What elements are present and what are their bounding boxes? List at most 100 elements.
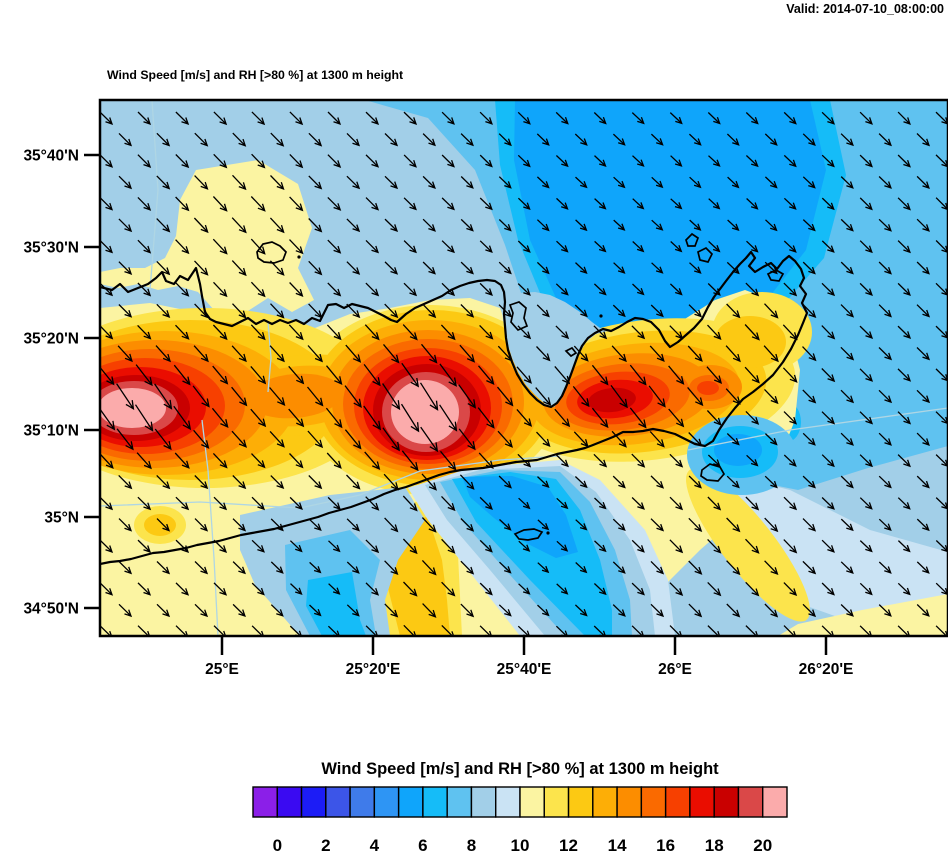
- field-region: [778, 594, 948, 636]
- wind-speed-field: [100, 100, 948, 636]
- wind-arrow: [250, 408, 267, 428]
- wind-arrow: [384, 261, 399, 275]
- wind-arrow: [859, 240, 873, 254]
- wind-arrow: [516, 408, 533, 427]
- wind-arrow: [574, 133, 588, 146]
- wind-arrow: [212, 238, 228, 255]
- wind-arrow: [536, 431, 551, 447]
- wind-arrow: [346, 561, 360, 574]
- colorbar-tick-label: 14: [608, 836, 627, 854]
- wind-arrow: [116, 383, 135, 411]
- wind-arrow: [517, 240, 531, 253]
- field-region: [100, 160, 314, 316]
- wind-arrow: [459, 344, 476, 363]
- wind-arrow: [688, 603, 703, 618]
- wind-arrow: [288, 408, 305, 428]
- wind-arrow: [401, 450, 419, 472]
- wind-arrow: [859, 454, 873, 468]
- wind-arrow: [346, 303, 361, 319]
- wind-arrow: [518, 583, 531, 595]
- wind-arrow: [556, 497, 569, 510]
- wind-arrow: [517, 283, 531, 296]
- wind-arrow: [840, 604, 854, 617]
- wind-arrow: [517, 111, 531, 125]
- wind-arrow: [840, 304, 855, 318]
- wind-arrow: [612, 561, 626, 574]
- wind-arrow: [859, 540, 873, 553]
- wind-arrow: [118, 304, 133, 318]
- wind-arrow: [897, 240, 911, 254]
- wind-arrow: [802, 176, 816, 189]
- wind-arrow: [782, 324, 798, 341]
- wind-arrow: [575, 562, 588, 574]
- wind-arrow: [270, 303, 285, 319]
- wind-arrow: [308, 175, 323, 190]
- wind-arrow: [688, 304, 703, 318]
- wind-arrow: [289, 111, 304, 126]
- wind-arrow: [441, 495, 456, 512]
- wind-arrow: [575, 176, 588, 189]
- wind-arrow: [441, 240, 455, 254]
- wind-arrow: [688, 517, 703, 532]
- wind-arrow: [593, 112, 607, 125]
- wind-arrow: [670, 198, 683, 210]
- wind-arrow: [859, 411, 874, 425]
- wind-arrow: [783, 454, 797, 467]
- wind-arrow: [537, 476, 550, 489]
- wind-arrow: [687, 386, 704, 407]
- wind-arrow: [460, 560, 475, 575]
- wind-arrow: [365, 239, 380, 254]
- wind-arrow: [327, 154, 342, 168]
- wind-arrow: [441, 111, 455, 125]
- wind-arrow: [593, 583, 607, 596]
- wind-arrow: [497, 345, 513, 362]
- wind-arrow: [668, 408, 685, 428]
- wind-arrow: [289, 239, 304, 255]
- wind-arrow: [517, 154, 531, 168]
- wind-arrow: [479, 154, 493, 168]
- wind-arrow: [859, 111, 873, 125]
- wind-arrow: [422, 175, 436, 190]
- wind-arrow: [156, 603, 171, 618]
- wind-arrow: [231, 260, 247, 277]
- wind-arrow: [460, 218, 474, 232]
- wind-arrow: [459, 474, 475, 490]
- wind-arrow: [878, 432, 892, 446]
- wind-arrow: [365, 282, 380, 297]
- wind-arrow: [650, 603, 665, 618]
- wind-arrow: [897, 368, 912, 382]
- wind-arrow: [213, 281, 228, 298]
- island-outline: [513, 528, 544, 541]
- wind-arrow: [175, 496, 190, 511]
- wind-arrow: [403, 282, 418, 297]
- colorbar-cell: [592, 786, 618, 818]
- wind-arrow: [213, 153, 228, 169]
- colorbar-cell: [495, 786, 521, 818]
- wind-arrow: [518, 540, 531, 552]
- wind-arrow: [821, 411, 836, 425]
- wind-arrow: [365, 496, 380, 511]
- wind-arrow: [213, 582, 228, 596]
- wind-arrow: [365, 111, 380, 125]
- rh-contour-line: [267, 321, 272, 393]
- wind-arrow: [100, 496, 114, 511]
- wind-arrow: [555, 111, 569, 125]
- wind-arrow: [175, 239, 190, 255]
- wind-arrow: [194, 603, 209, 618]
- wind-arrow: [306, 386, 324, 407]
- wind-arrow: [840, 261, 854, 275]
- wind-arrow: [422, 303, 437, 319]
- wind-arrow: [213, 496, 228, 511]
- wind-arrow: [802, 133, 816, 147]
- wind-arrow: [384, 175, 399, 190]
- wind-arrow: [650, 133, 664, 146]
- wind-arrow: [477, 407, 495, 429]
- islet-dot: [599, 314, 603, 318]
- wind-arrow: [156, 132, 171, 147]
- wind-arrow: [308, 132, 323, 147]
- wind-arrow: [211, 407, 229, 429]
- colorbar-tick-label: 8: [467, 836, 476, 854]
- colorbar-cell: [519, 786, 545, 818]
- rh-contour-line: [201, 419, 219, 636]
